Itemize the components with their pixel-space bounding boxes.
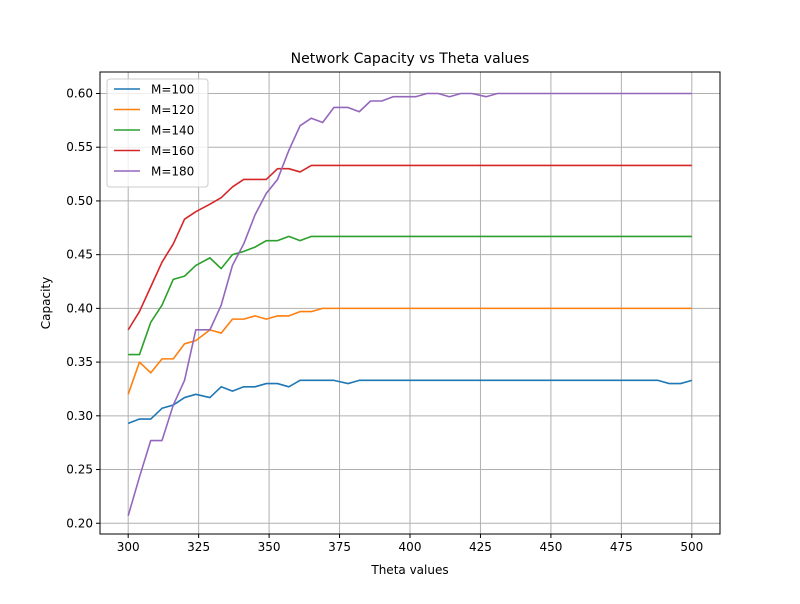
x-tick-label: 325 [187,540,210,554]
series-line-m-160 [127,164,692,331]
y-tick-label: 0.50 [66,194,93,208]
series-line-m-120 [127,307,692,395]
x-axis-label: Theta values [370,563,448,577]
x-tick-label: 400 [399,540,422,554]
legend-label: M=100 [151,83,194,97]
y-tick-label: 0.20 [66,516,93,530]
x-tick-label: 375 [328,540,351,554]
chart-title: Network Capacity vs Theta values [291,51,530,67]
legend: M=100 M=120 M=140 M=160 M=180 [106,78,209,188]
y-tick-label: 0.55 [66,140,93,154]
legend-label: M=160 [151,144,194,158]
series-line-m-140 [128,235,692,356]
y-tick-label: 0.35 [66,355,93,369]
series-layer [127,92,693,516]
y-tick-label: 0.30 [66,409,93,423]
legend-box [106,78,209,188]
y-tick-label: 0.40 [66,301,93,315]
x-tick-label: 300 [117,540,140,554]
y-tick-label: 0.60 [66,86,93,100]
y-axis-label: Capacity [39,277,53,329]
series-line-m-100 [127,379,693,425]
x-tick-label: 350 [258,540,281,554]
tick-layer: 300 325 350 375 400 425 450 475 500 0.20 0.25 0.30 0… [66,86,703,554]
legend-label: M=120 [151,103,194,117]
x-tick-label: 450 [539,540,562,554]
series-line-m-180 [127,92,692,516]
legend-label: M=140 [151,124,194,138]
y-tick-label: 0.45 [66,248,93,262]
x-tick-label: 425 [469,540,492,554]
x-tick-label: 500 [680,540,703,554]
y-tick-label: 0.25 [66,463,93,477]
grid-layer [100,72,720,534]
x-tick-label: 475 [610,540,633,554]
legend-label: M=180 [151,165,194,179]
